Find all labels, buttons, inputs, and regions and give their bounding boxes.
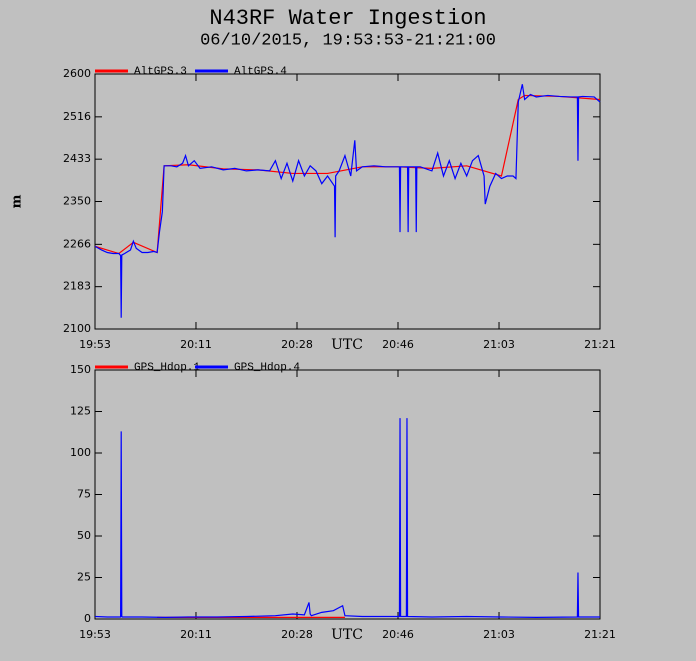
legend-label: GPS_Hdop.1: [134, 362, 200, 374]
x-tick-label: 20:28: [281, 628, 313, 641]
legend-label: AltGPS.3: [134, 66, 187, 78]
legend-label: AltGPS.4: [234, 66, 287, 78]
y-tick-label: 150: [70, 363, 91, 376]
y-tick-label: 50: [77, 529, 91, 542]
series-line: [94, 84, 601, 318]
y-tick-label: 75: [77, 488, 91, 501]
x-tick-label: 19:53: [79, 338, 111, 351]
y-tick-label: 2433: [63, 152, 91, 165]
subtitle: 06/10/2015, 19:53:53-21:21:00: [200, 31, 496, 50]
y-tick-label: 2600: [63, 67, 91, 80]
y-tick-label: 2350: [63, 195, 91, 208]
x-axis-label: UTC: [331, 337, 363, 353]
x-tick-label: 20:46: [382, 628, 414, 641]
x-tick-label: 20:11: [180, 338, 212, 351]
x-tick-label: 20:28: [281, 338, 313, 351]
y-tick-label: 2516: [63, 110, 91, 123]
x-axis-label: UTC: [331, 627, 363, 643]
y-tick-label: 25: [77, 571, 91, 584]
y-tick-label: 2183: [63, 280, 91, 293]
y-tick-label: 2100: [63, 322, 91, 335]
series-line: [95, 418, 600, 618]
x-tick-label: 21:03: [483, 338, 515, 351]
legend-label: GPS_Hdop.4: [234, 362, 300, 374]
y-axis-label: m: [10, 194, 25, 208]
x-tick-label: 20:11: [180, 628, 212, 641]
y-tick-label: 100: [70, 446, 91, 459]
y-tick-label: 2266: [63, 237, 91, 250]
y-tick-label: 125: [70, 405, 91, 418]
title: N43RF Water Ingestion: [209, 6, 486, 31]
x-tick-label: 20:46: [382, 338, 414, 351]
x-tick-label: 21:03: [483, 628, 515, 641]
y-tick-label: 0: [84, 612, 91, 625]
x-tick-label: 21:21: [584, 628, 616, 641]
x-tick-label: 21:21: [584, 338, 616, 351]
x-tick-label: 19:53: [79, 628, 111, 641]
